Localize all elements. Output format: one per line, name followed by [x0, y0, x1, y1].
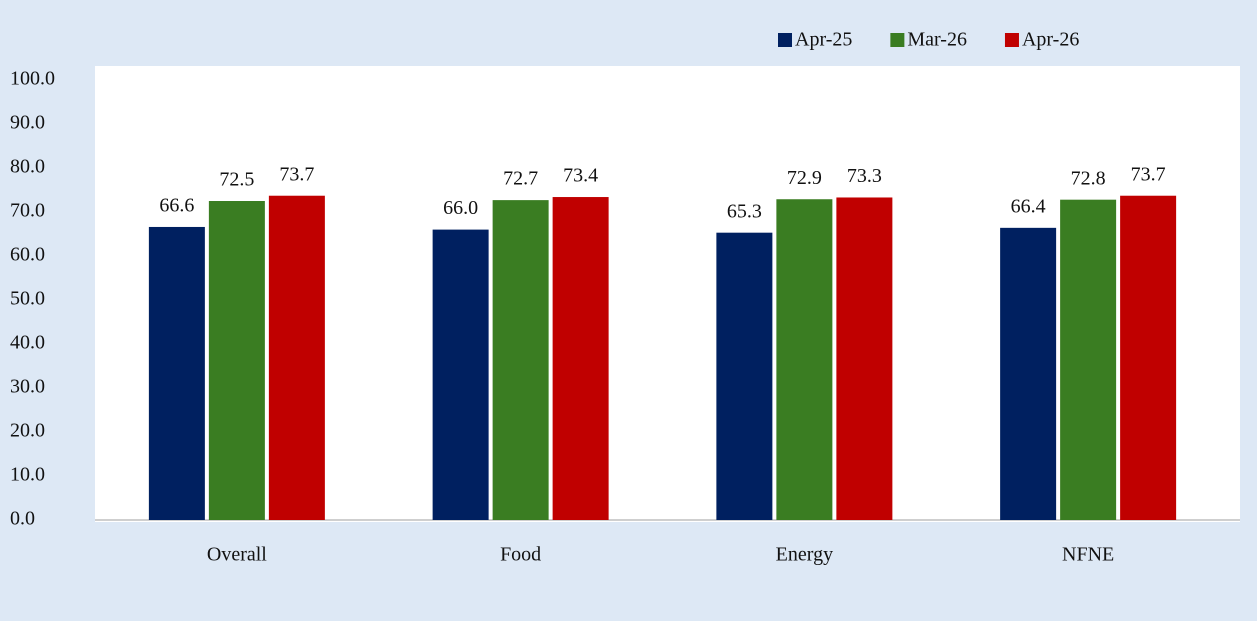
y-tick-label: 100.0	[10, 68, 55, 90]
data-label: 66.4	[1011, 195, 1046, 217]
y-tick-label: 60.0	[10, 244, 45, 266]
bar	[1120, 195, 1177, 520]
data-label: 72.8	[1071, 167, 1106, 189]
x-tick-label: Overall	[207, 544, 267, 566]
data-label: 72.5	[219, 169, 254, 191]
data-label: 72.9	[787, 167, 822, 189]
y-tick-label: 70.0	[10, 200, 45, 222]
y-tick-label: 30.0	[10, 376, 45, 398]
bar	[552, 197, 609, 521]
y-tick-label: 10.0	[10, 464, 45, 486]
bar	[208, 201, 265, 520]
x-tick-label: NFNE	[1062, 544, 1114, 566]
data-label: 73.7	[279, 163, 314, 185]
bar	[1060, 199, 1117, 520]
bar	[1000, 227, 1057, 520]
data-label: 73.7	[1131, 163, 1166, 185]
bar	[836, 197, 893, 521]
legend-swatch	[778, 33, 792, 47]
data-label: 66.6	[159, 195, 194, 217]
legend-label: Apr-26	[1022, 29, 1079, 51]
bar	[716, 232, 773, 520]
y-tick-label: 90.0	[10, 112, 45, 134]
legend-swatch	[890, 33, 905, 47]
y-tick-label: 80.0	[10, 156, 45, 178]
legend-label: Mar-26	[907, 29, 967, 51]
legend-label: Apr-25	[795, 29, 852, 51]
legend-swatch	[1004, 33, 1019, 47]
y-tick-label: 50.0	[10, 288, 45, 310]
y-tick-label: 40.0	[10, 332, 45, 354]
x-tick-label: Energy	[776, 544, 833, 566]
bar	[432, 229, 489, 520]
data-label: 73.4	[563, 165, 598, 187]
bar	[492, 200, 549, 520]
bar	[268, 195, 325, 520]
x-tick-label: Food	[500, 544, 541, 566]
y-tick-label: 20.0	[10, 420, 45, 442]
bar	[148, 226, 205, 520]
data-label: 72.7	[503, 168, 538, 190]
data-label: 66.0	[443, 197, 478, 219]
bar	[776, 199, 833, 521]
data-label: 73.3	[847, 165, 882, 187]
y-tick-label: 0.0	[10, 508, 35, 530]
data-label: 65.3	[727, 200, 762, 222]
